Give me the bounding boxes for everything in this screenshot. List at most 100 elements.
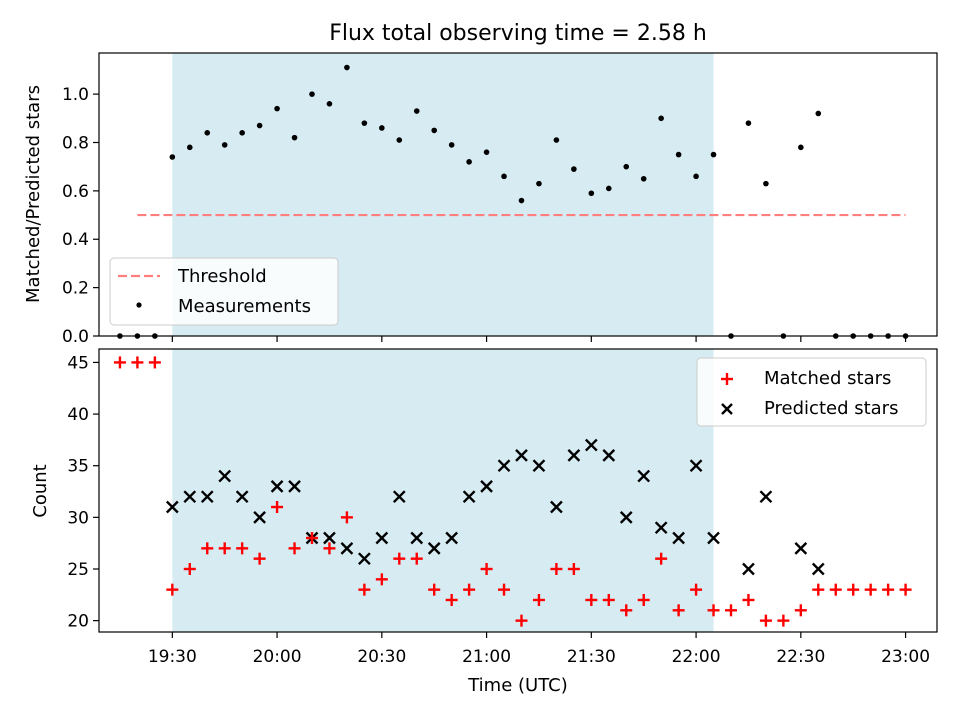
predicted-point: [689, 459, 703, 473]
predicted-mark: [183, 490, 197, 504]
predicted-point: [707, 531, 720, 545]
matched-point: [864, 583, 877, 596]
matched-point: [794, 604, 807, 617]
top-y-axis-label: Matched/Predicted stars: [23, 85, 44, 303]
legend-threshold-label: Threshold: [177, 266, 267, 287]
y-tick-label: 1.0: [62, 85, 89, 105]
predicted-mark: [392, 490, 406, 504]
matched-point: [166, 583, 179, 596]
measurement-point: [448, 142, 455, 148]
matched-point: [201, 542, 214, 555]
predicted-point: [218, 469, 232, 483]
predicted-mark: [654, 521, 668, 535]
predicted-point: [200, 490, 214, 504]
predicted-mark: [532, 459, 546, 473]
matched-point: [690, 583, 703, 596]
measurement-point: [466, 159, 472, 165]
predicted-mark: [811, 562, 825, 576]
predicted-point: [462, 490, 476, 504]
x-tick-label: 19:30: [148, 647, 197, 667]
measurement-point: [815, 110, 822, 117]
predicted-mark: [165, 500, 179, 514]
predicted-point: [392, 490, 406, 504]
y-tick-label: 30: [67, 508, 89, 528]
measurement-point: [640, 175, 647, 182]
matched-point: [829, 583, 842, 596]
x-tick-label: 23:00: [881, 647, 930, 667]
predicted-point: [811, 562, 825, 576]
matched-point: [602, 593, 615, 606]
predicted-point: [410, 531, 424, 545]
measurement-point: [204, 130, 211, 136]
matched-point: [393, 552, 406, 565]
measurement-point: [483, 149, 490, 155]
predicted-point: [183, 490, 197, 504]
predicted-mark: [567, 449, 581, 462]
matched-point: [724, 604, 737, 617]
predicted-mark: [340, 541, 354, 555]
x-axis-label: Time (UTC): [467, 675, 568, 696]
matched-point: [183, 562, 196, 575]
measurement-point: [518, 197, 525, 204]
predicted-point: [165, 500, 179, 514]
legend-matched-swatch: [721, 373, 733, 385]
measurement-point: [309, 91, 315, 97]
measurement-point: [763, 180, 769, 187]
predicted-point: [602, 449, 616, 462]
y-tick-label: 0.4: [62, 230, 89, 250]
y-tick-label: 0.0: [62, 327, 89, 347]
matched-point: [271, 501, 284, 514]
predicted-mark: [375, 531, 389, 545]
measurement-point: [675, 151, 682, 158]
y-tick-label: 20: [67, 612, 89, 632]
legend-measurements-label: Measurements: [178, 296, 311, 317]
legend-predicted-label: Predicted stars: [764, 398, 898, 419]
measurement-point: [344, 64, 350, 71]
predicted-mark: [689, 459, 703, 473]
bottom-x-axis: 19:30 20:00 20:30 21:00 21:30 22:00 22:30 23:00: [148, 632, 930, 667]
matched-point: [305, 532, 318, 545]
measurement-point: [186, 144, 193, 151]
measurement-point: [169, 154, 176, 160]
y-tick-label: 45: [67, 353, 89, 373]
bottom-panel: 20 25 30 35 40 45 19:30 20:00 20:30 21:00 21:30 22…: [30, 348, 938, 696]
matched-point: [620, 604, 633, 617]
matched-point: [550, 562, 563, 575]
chart-title: Flux total observing time = 2.58 h: [329, 21, 707, 46]
predicted-mark: [270, 480, 284, 493]
matched-point: [480, 562, 493, 575]
predicted-mark: [235, 490, 249, 504]
y-tick-label: 0.2: [62, 279, 89, 299]
measurement-point: [588, 190, 595, 197]
predicted-mark: [794, 541, 808, 555]
predicted-point: [742, 562, 755, 576]
predicted-mark: [759, 490, 773, 504]
predicted-mark: [637, 469, 651, 483]
y-tick-label: 25: [67, 560, 89, 580]
predicted-mark: [218, 469, 232, 483]
matched-point: [707, 604, 720, 617]
top-panel: 0.0 0.2 0.4 0.6 0.8 1.0 Matched/Predicted sta…: [23, 52, 938, 347]
measurement-point: [571, 166, 577, 172]
matched-point: [498, 583, 511, 596]
predicted-mark: [288, 480, 301, 493]
matched-point: [218, 542, 231, 555]
predicted-mark: [427, 541, 441, 555]
predicted-point: [654, 521, 668, 535]
matched-point: [323, 542, 336, 555]
matched-point: [899, 583, 912, 596]
measurement-point: [431, 127, 438, 134]
measurement-point: [291, 134, 298, 141]
predicted-point: [235, 490, 249, 504]
matched-point: [655, 552, 668, 565]
bottom-y-axis: 20 25 30 35 40 45: [67, 353, 99, 632]
predicted-point: [515, 449, 528, 462]
x-tick-label: 21:30: [567, 647, 616, 667]
predicted-mark: [550, 500, 563, 514]
matched-point: [253, 552, 266, 565]
measurement-point: [710, 151, 717, 158]
predicted-mark: [358, 552, 371, 566]
matched-point: [777, 614, 790, 627]
matched-point: [637, 593, 650, 606]
predicted-mark: [672, 531, 685, 545]
